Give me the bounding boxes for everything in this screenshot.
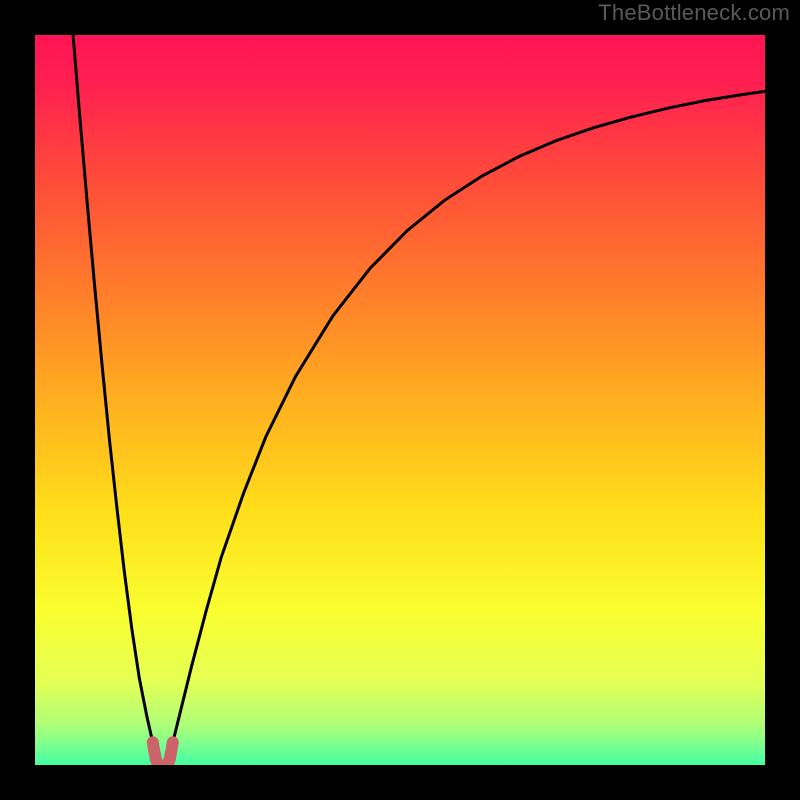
watermark-text: TheBottleneck.com <box>598 0 790 26</box>
frame-right <box>765 0 800 800</box>
plot-background <box>35 25 780 780</box>
chart-canvas: TheBottleneck.com <box>0 0 800 800</box>
frame-bottom <box>0 765 800 800</box>
bottleneck-plot <box>0 0 800 800</box>
frame-left <box>0 0 35 800</box>
